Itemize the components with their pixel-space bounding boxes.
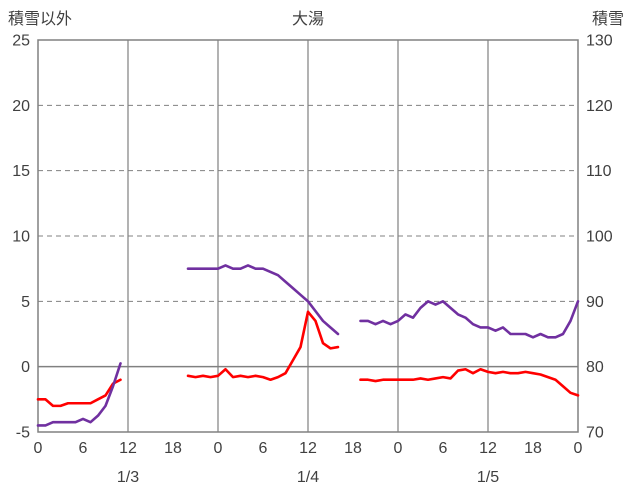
red-line-segment: [359, 367, 580, 397]
red-line-segment: [186, 310, 340, 382]
right-axis-tick-label: 80: [586, 359, 604, 376]
x-axis-hour-label: 0: [34, 440, 43, 457]
right-axis-title: 積雪: [591, 11, 624, 28]
x-axis-hour-label: 12: [479, 440, 497, 457]
plot-border: [37, 39, 579, 433]
left-axis-title: 積雪以外: [8, 11, 73, 28]
x-axis-hour-label: 12: [299, 440, 317, 457]
x-axis-hour-label: 6: [79, 440, 88, 457]
x-axis-hour-label: 6: [439, 440, 448, 457]
purple-line-segment: [186, 264, 340, 336]
x-axis-hour-label: 18: [344, 440, 362, 457]
right-axis-tick-label: 100: [586, 229, 613, 246]
x-axis-hour-label: 12: [119, 440, 137, 457]
left-axis-tick-label: 0: [21, 359, 30, 376]
right-axis-tick-label: 120: [586, 98, 613, 115]
left-axis-tick-label: 15: [12, 163, 30, 180]
x-axis-day-label: 1/4: [297, 469, 319, 486]
left-axis-tick-label: 25: [12, 33, 30, 50]
right-axis-tick-label: 130: [586, 33, 613, 50]
purple-line-segment: [36, 362, 122, 427]
right-axis-tick-label: 90: [586, 294, 604, 311]
purple-line-segment: [359, 300, 580, 339]
x-axis-hour-label: 0: [394, 440, 403, 457]
x-axis-day-label: 1/3: [117, 469, 139, 486]
x-axis-hour-label: 18: [524, 440, 542, 457]
left-axis-tick-label: 10: [12, 229, 30, 246]
right-axis-tick-label: 110: [586, 163, 612, 180]
red-line-segment: [36, 378, 122, 408]
x-axis-hour-label: 0: [574, 440, 583, 457]
left-axis-tick-label: 5: [21, 294, 30, 311]
left-axis-tick-label: -5: [16, 425, 30, 442]
left-axis-tick-label: 20: [12, 98, 30, 115]
x-axis-hour-label: 6: [259, 440, 268, 457]
chart-title: 大湯: [291, 11, 324, 28]
x-axis-hour-label: 0: [214, 440, 223, 457]
right-axis-tick-label: 70: [586, 425, 604, 442]
x-axis-day-label: 1/5: [477, 469, 499, 486]
x-axis-hour-label: 18: [164, 440, 182, 457]
